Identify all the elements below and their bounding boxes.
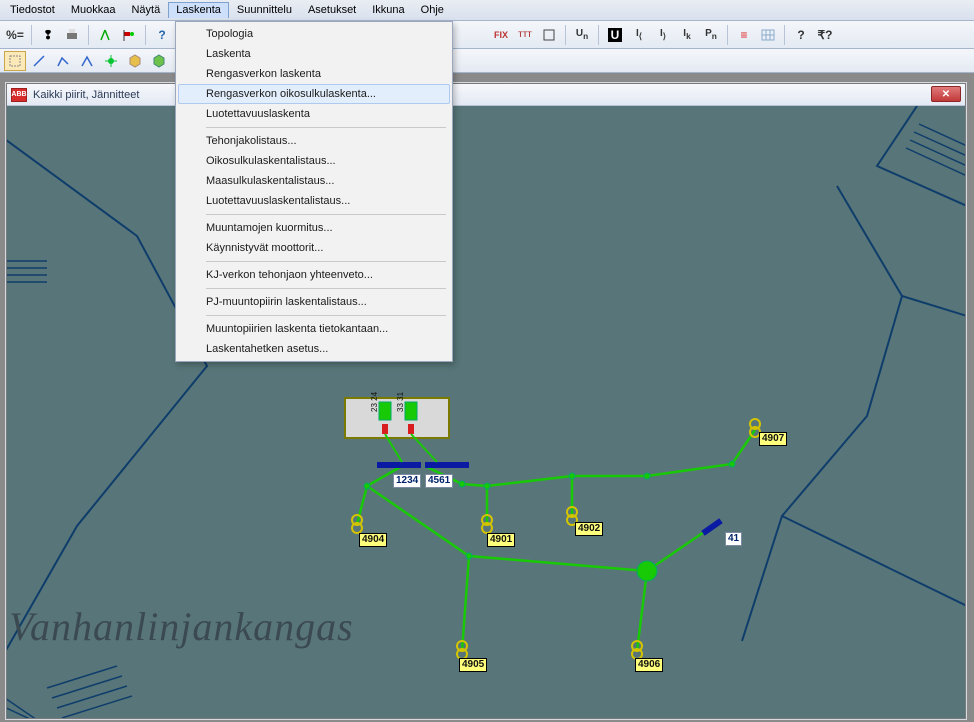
- tb-flag-icon[interactable]: [118, 24, 140, 46]
- dd-pj-muuntopiirin[interactable]: PJ-muuntopiirin laskentalistaus...: [178, 292, 450, 312]
- dd-luotettavuuslaskenta[interactable]: Luotettavuuslaskenta: [178, 104, 450, 124]
- toolbar-shapes: ✶: [0, 49, 974, 73]
- menu-ikkuna[interactable]: Ikkuna: [364, 2, 412, 18]
- dd-topologia[interactable]: Topologia: [178, 24, 450, 44]
- tb-iv-icon[interactable]: I⟩: [652, 24, 674, 46]
- dd-separator: [206, 315, 446, 316]
- tb2-angle-icon[interactable]: [76, 51, 98, 71]
- node-label-4902: 4902: [575, 522, 603, 536]
- map-view[interactable]: 23 24 33 31 Vanhanlinjankangas 1234 4561…: [7, 106, 965, 718]
- app-icon: ABB: [11, 88, 27, 102]
- menu-nayta[interactable]: Näytä: [123, 2, 168, 18]
- node-label-4906: 4906: [635, 658, 663, 672]
- dd-kaynnistyvat-moottorit[interactable]: Käynnistyvät moottorit...: [178, 238, 450, 258]
- svg-text:33 31: 33 31: [396, 391, 405, 412]
- tb-pn-icon[interactable]: Pn: [700, 24, 722, 46]
- menubar: Tiedostot Muokkaa Näytä Laskenta Suunnit…: [0, 0, 974, 21]
- dd-muuntopiirien-laskenta[interactable]: Muuntopiirien laskenta tietokantaan...: [178, 319, 450, 339]
- dd-kj-verkon-tehonjaon[interactable]: KJ-verkon tehonjaon yhteenveto...: [178, 265, 450, 285]
- tb-fix-icon[interactable]: FIX: [490, 24, 512, 46]
- dd-oikosulkulaskentalistaus[interactable]: Oikosulkulaskentalistaus...: [178, 151, 450, 171]
- svg-text:23 24: 23 24: [370, 391, 379, 412]
- menu-tiedostot[interactable]: Tiedostot: [2, 2, 63, 18]
- tb-sq-icon[interactable]: [538, 24, 560, 46]
- node-label-4905: 4905: [459, 658, 487, 672]
- tb-u-icon[interactable]: U: [604, 24, 626, 46]
- dd-laskenta[interactable]: Laskenta: [178, 44, 450, 64]
- node-label-4901: 4901: [487, 533, 515, 547]
- tb-grid-icon[interactable]: [757, 24, 779, 46]
- menu-suunnittelu[interactable]: Suunnittelu: [229, 2, 300, 18]
- menu-asetukset[interactable]: Asetukset: [300, 2, 364, 18]
- dd-separator: [206, 127, 446, 128]
- dd-separator: [206, 214, 446, 215]
- tb-ik-icon[interactable]: Ik: [676, 24, 698, 46]
- dd-separator: [206, 288, 446, 289]
- dd-rengasverkon-oikosulkulaskenta[interactable]: Rengasverkon oikosulkulaskenta...: [178, 84, 450, 104]
- tb-whatsthis-icon[interactable]: ₹?: [814, 24, 836, 46]
- bus-label-1234: 1234: [393, 474, 421, 488]
- tb2-hex1-icon[interactable]: [124, 51, 146, 71]
- menu-laskenta[interactable]: Laskenta: [168, 2, 229, 18]
- tb-eq-icon[interactable]: ≡: [733, 24, 755, 46]
- tb2-hex2-icon[interactable]: [148, 51, 170, 71]
- dd-laskentahetken-asetus[interactable]: Laskentahetken asetus...: [178, 339, 450, 359]
- menu-ohje[interactable]: Ohje: [413, 2, 452, 18]
- dd-maasulkulaskentalistaus[interactable]: Maasulkulaskentalistaus...: [178, 171, 450, 191]
- workspace: ABB Kaikki piirit, Jännitteet ✕: [0, 73, 974, 722]
- laskenta-dropdown: Topologia Laskenta Rengasverkon laskenta…: [175, 21, 453, 362]
- tb-help2-icon[interactable]: ?: [790, 24, 812, 46]
- dd-luotettavuuslaskentalistaus[interactable]: Luotettavuuslaskentalistaus...: [178, 191, 450, 211]
- dd-tehonjakolistaus[interactable]: Tehonjakolistaus...: [178, 131, 450, 151]
- dd-rengasverkon-laskenta[interactable]: Rengasverkon laskenta: [178, 64, 450, 84]
- document-title: Kaikki piirit, Jännitteet: [33, 89, 139, 101]
- node-label-4907: 4907: [759, 432, 787, 446]
- tb2-pan-icon[interactable]: [100, 51, 122, 71]
- tb-un-icon[interactable]: Un: [571, 24, 593, 46]
- tb-help-icon[interactable]: ?: [151, 24, 173, 46]
- document-titlebar[interactable]: ABB Kaikki piirit, Jännitteet ✕: [7, 84, 965, 106]
- tb-exclaim-icon[interactable]: ❢: [37, 24, 59, 46]
- tb-print-icon[interactable]: [61, 24, 83, 46]
- document-window: ABB Kaikki piirit, Jännitteet ✕: [6, 83, 966, 719]
- tb2-line1-icon[interactable]: [28, 51, 50, 71]
- dd-separator: [206, 261, 446, 262]
- menu-muokkaa[interactable]: Muokkaa: [63, 2, 124, 18]
- tb-ir-icon[interactable]: I⟨: [628, 24, 650, 46]
- tb2-line2-icon[interactable]: [52, 51, 74, 71]
- tb-fork-icon[interactable]: [94, 24, 116, 46]
- dd-muuntamojen-kuormitus[interactable]: Muuntamojen kuormitus...: [178, 218, 450, 238]
- map-svg: 23 24 33 31: [7, 106, 965, 718]
- close-button[interactable]: ✕: [931, 86, 961, 102]
- bus-label-4561: 4561: [425, 474, 453, 488]
- tb2-select-icon[interactable]: [4, 51, 26, 71]
- switch-label-41: 41: [725, 532, 742, 546]
- node-label-4904: 4904: [359, 533, 387, 547]
- toolbar-main: %= ❢ ? ➜ FIX ттт Un U I⟨ I⟩ Ik Pn ≡ ? ₹?: [0, 21, 974, 49]
- tb-percent-icon[interactable]: %=: [4, 24, 26, 46]
- tb-tt-icon[interactable]: ттт: [514, 24, 536, 46]
